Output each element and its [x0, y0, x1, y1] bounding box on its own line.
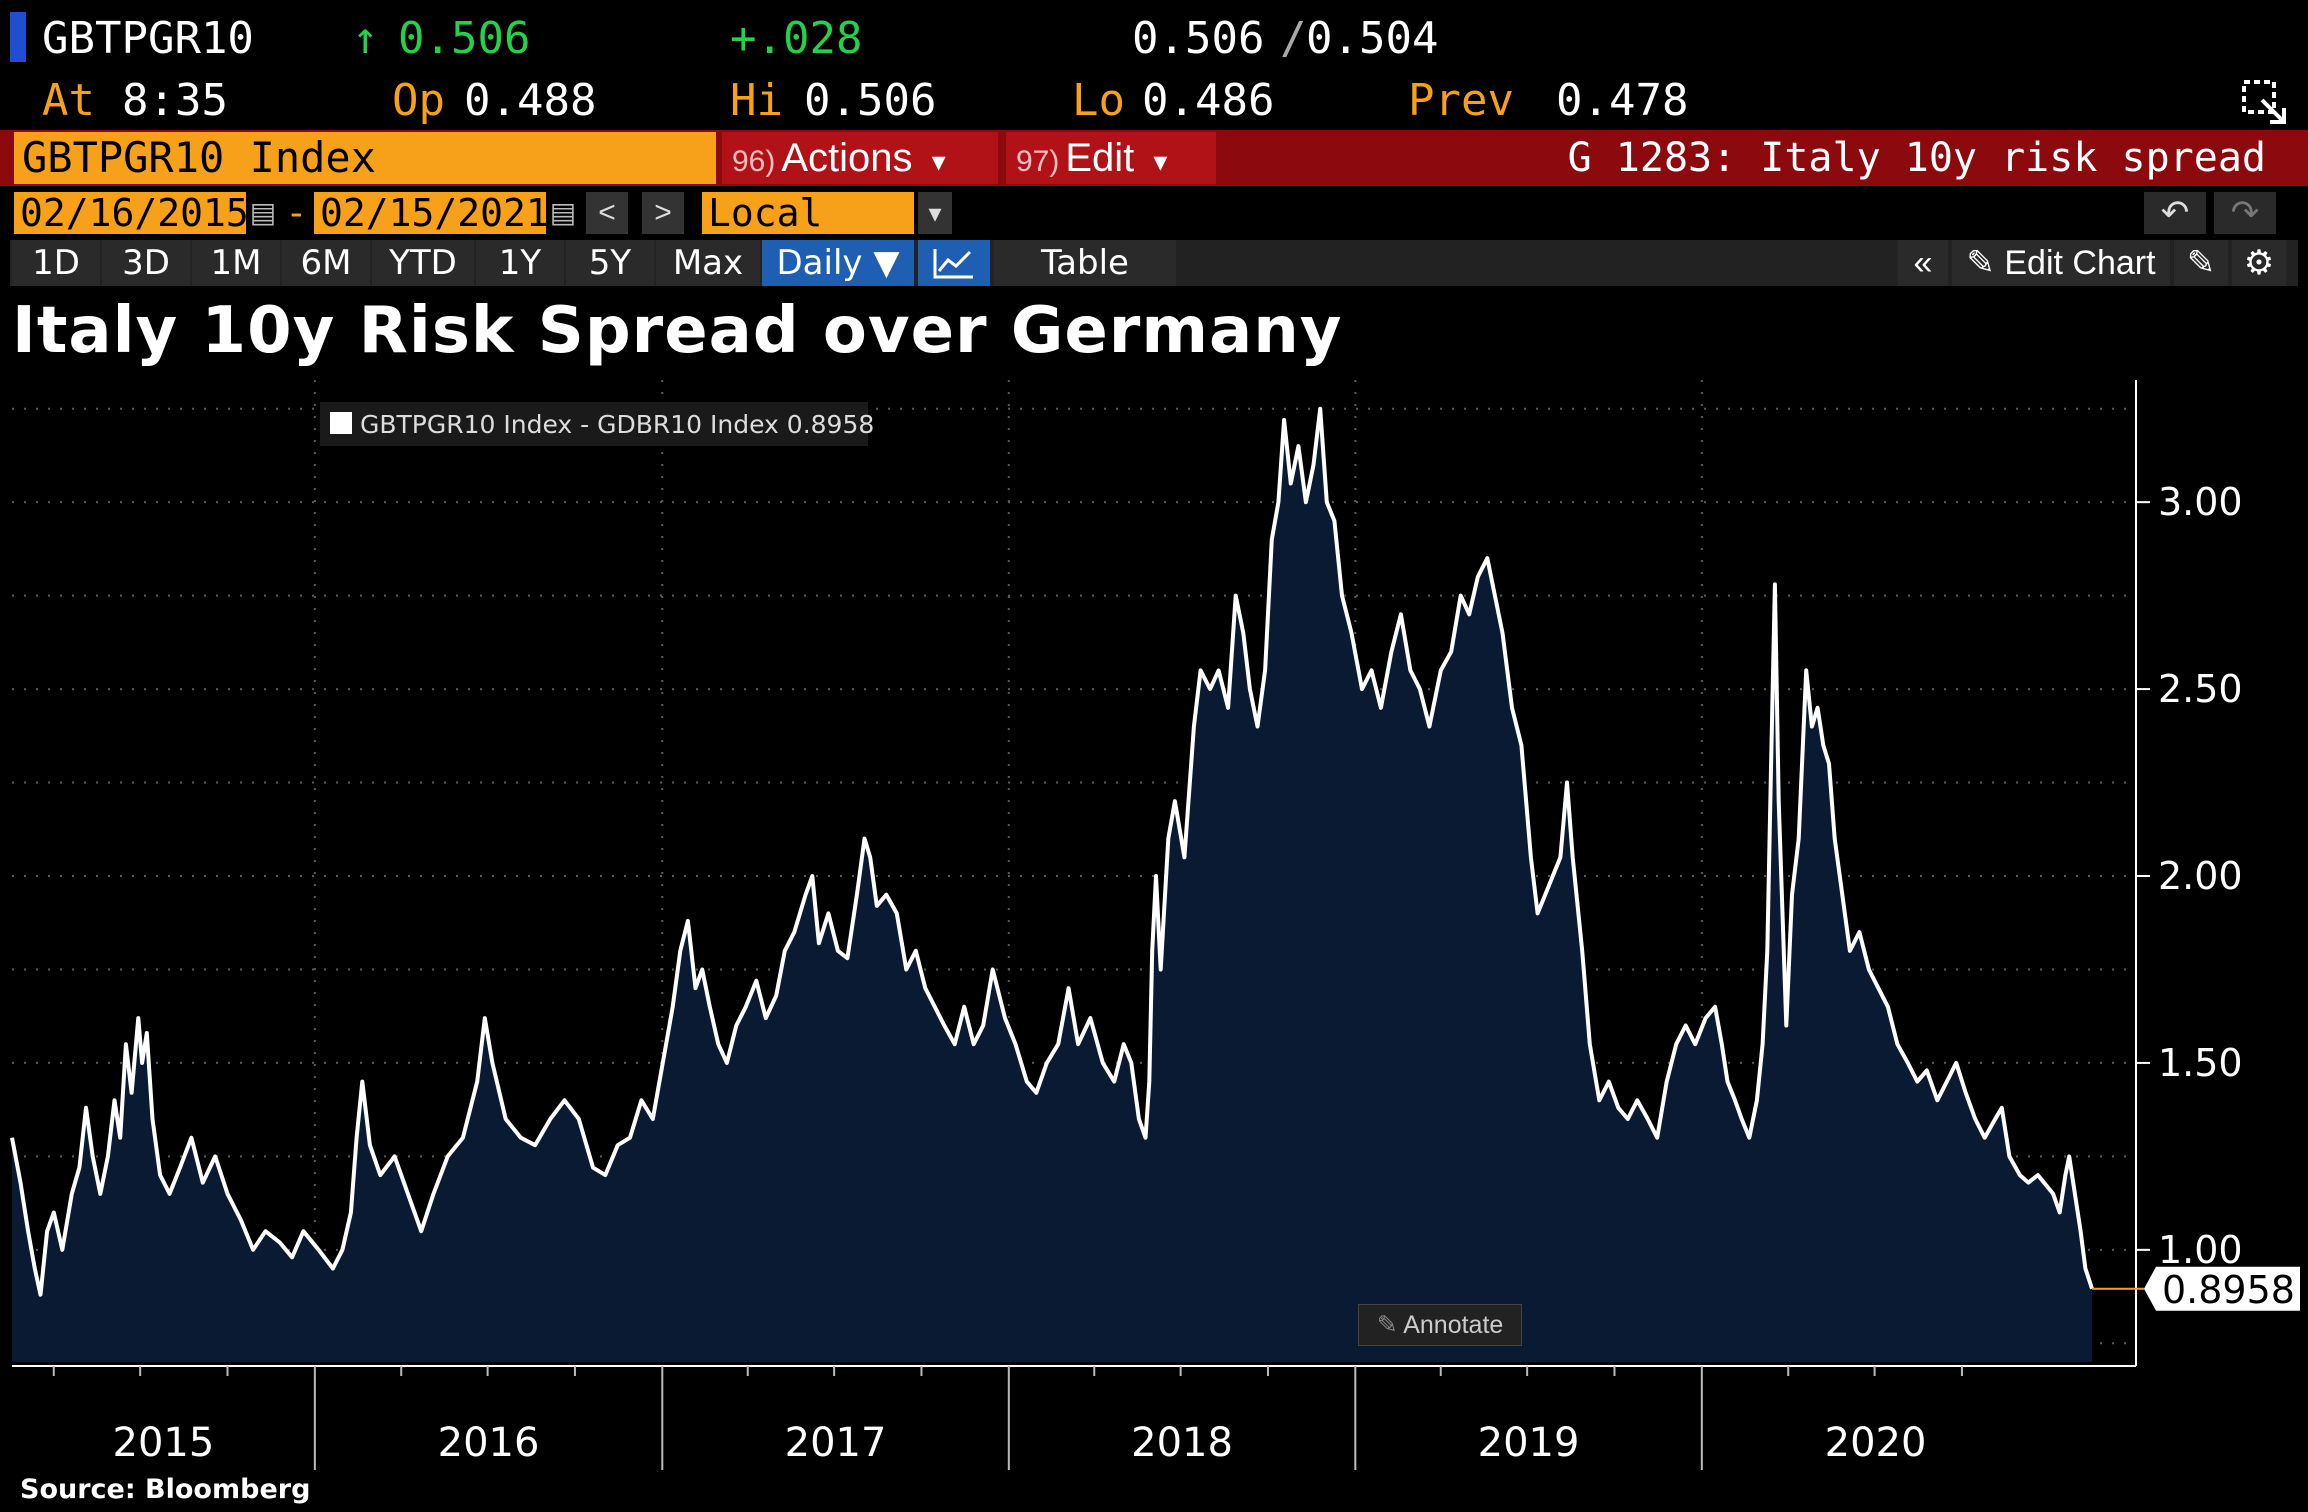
line-chart-toggle-icon[interactable] [918, 240, 990, 286]
actions-dropdown-icon: ▾ [931, 146, 946, 177]
annotate-button[interactable]: ✎ Annotate [1358, 1304, 1522, 1346]
period-tab-1d[interactable]: 1D [12, 240, 100, 286]
currency-dropdown-icon[interactable]: ▾ [918, 192, 952, 234]
start-date-field[interactable]: 02/16/2015 [14, 192, 249, 234]
edit-chart-button[interactable]: ✎ Edit Chart [1952, 240, 2170, 286]
security-field[interactable]: GBTPGR10 Index [14, 132, 716, 184]
last-value-marker: 0.8958 [2092, 1266, 2300, 1312]
x-tick-label: 2018 [1131, 1420, 1233, 1466]
ticker-marker [10, 12, 26, 62]
last-value-tag [2144, 1266, 2300, 1311]
open-value: 0.488 [464, 75, 597, 126]
series-line [10, 406, 2094, 1297]
period-tab-6m[interactable]: 6M [282, 240, 370, 286]
x-axis: 2015 2016 2017 2018 2019 2020 [12, 1365, 2136, 1470]
y-tick-label: 2.50 [2158, 667, 2243, 711]
collapse-back-icon[interactable]: « [1898, 240, 1948, 286]
calendar-icon[interactable]: ▤ [549, 197, 577, 228]
high-label: Hi [730, 75, 783, 126]
y-tick-label: 1.00 [2158, 1228, 2243, 1272]
calendar-icon[interactable]: ▤ [249, 197, 277, 228]
actions-menu-button[interactable]: 96) Actions ▾ [722, 132, 998, 184]
actions-label: Actions [781, 136, 913, 180]
period-tab-1m[interactable]: 1M [192, 240, 280, 286]
legend-box [320, 402, 868, 446]
edit-dropdown-icon: ▾ [1153, 146, 1168, 177]
up-arrow-icon: ↑ [352, 13, 379, 64]
period-tab-3d[interactable]: 3D [102, 240, 190, 286]
edit-menu-button[interactable]: 97) Edit ▾ [1006, 132, 1216, 184]
actions-number: 96) [732, 145, 776, 178]
ask-price: 0.504 [1306, 13, 1439, 64]
undo-button[interactable]: ↶ [2144, 192, 2206, 234]
legend: GBTPGR10 Index - GDBR10 Index 0.8958 [320, 402, 874, 446]
page-title: G 1283: Italy 10y risk spread [1567, 135, 2266, 181]
legend-swatch [330, 412, 352, 434]
x-tick-label: 2016 [438, 1420, 540, 1466]
net-change: +.028 [730, 13, 863, 64]
period-tab-max[interactable]: Max [656, 240, 760, 286]
y-axis: 1.00 1.50 2.00 2.50 3.00 [2135, 380, 2243, 1366]
gear-icon[interactable]: ⚙ [2232, 240, 2286, 286]
edit-label: Edit [1065, 136, 1135, 180]
redo-button[interactable]: ↷ [2214, 192, 2276, 234]
source-note: Source: Bloomberg [20, 1474, 311, 1505]
y-tick-label: 2.00 [2158, 854, 2243, 898]
pencil-icon: ✎ [1966, 244, 1995, 282]
annotate-label: Annotate [1403, 1311, 1504, 1339]
table-button[interactable]: Table [994, 240, 1176, 286]
period-tab-1y[interactable]: 1Y [476, 240, 564, 286]
x-tick-label: 2017 [785, 1420, 887, 1466]
bid-price: 0.506 [1132, 13, 1265, 64]
next-period-button[interactable]: > [642, 192, 684, 234]
edit-chart-label: Edit Chart [2004, 244, 2156, 282]
period-tab-5y[interactable]: 5Y [566, 240, 654, 286]
low-label: Lo [1072, 75, 1125, 126]
end-date-field[interactable]: 02/15/2021 [314, 192, 549, 234]
annotate-tool-icon[interactable]: ✎ [2174, 240, 2228, 286]
at-label: At [42, 75, 95, 126]
edit-number: 97) [1016, 145, 1060, 178]
prev-label: Prev [1408, 75, 1514, 126]
legend-label: GBTPGR10 Index - GDBR10 Index 0.8958 [360, 410, 874, 439]
frequency-dropdown[interactable]: Daily ▼ [762, 240, 914, 286]
ticker-symbol: GBTPGR10 [42, 13, 254, 64]
x-tick-label: 2020 [1825, 1420, 1927, 1466]
y-tick-label: 3.00 [2158, 480, 2243, 524]
series-area-fill [12, 408, 2092, 1362]
at-time: 8:35 [122, 75, 228, 126]
x-tick-label: 2019 [1478, 1420, 1580, 1466]
prev-period-button[interactable]: < [586, 192, 628, 234]
bid-ask-separator: / [1280, 13, 1307, 64]
pencil-icon: ✎ [1376, 1311, 1398, 1339]
last-value-label: 0.8958 [2162, 1268, 2295, 1312]
date-separator: - [290, 192, 303, 234]
period-tab-ytd[interactable]: YTD [372, 240, 474, 286]
popout-icon[interactable] [2240, 78, 2288, 126]
series-area [10, 406, 2094, 1362]
open-label: Op [392, 75, 445, 126]
last-price: 0.506 [398, 13, 531, 64]
chart-title: Italy 10y Risk Spread over Germany [12, 294, 1343, 368]
y-tick-label: 1.50 [2158, 1041, 2243, 1085]
x-tick-label: 2015 [113, 1420, 215, 1466]
high-value: 0.506 [804, 75, 937, 126]
prev-value: 0.478 [1556, 75, 1689, 126]
low-value: 0.486 [1142, 75, 1275, 126]
